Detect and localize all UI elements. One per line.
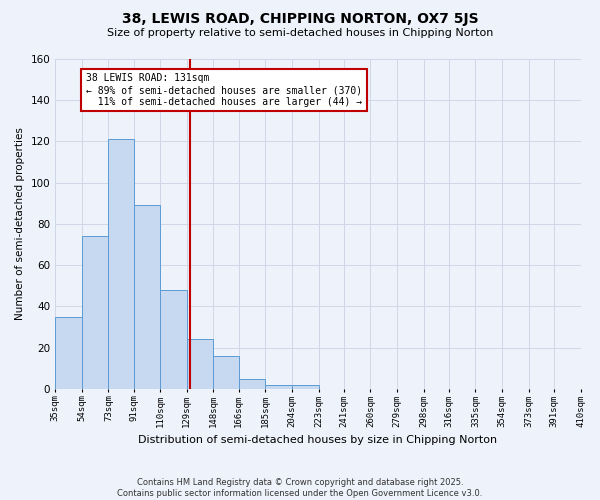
Text: Contains HM Land Registry data © Crown copyright and database right 2025.
Contai: Contains HM Land Registry data © Crown c… bbox=[118, 478, 482, 498]
Text: 38, LEWIS ROAD, CHIPPING NORTON, OX7 5JS: 38, LEWIS ROAD, CHIPPING NORTON, OX7 5JS bbox=[122, 12, 478, 26]
Bar bbox=[292, 384, 319, 389]
Bar bbox=[160, 290, 187, 389]
Y-axis label: Number of semi-detached properties: Number of semi-detached properties bbox=[15, 128, 25, 320]
Bar bbox=[55, 316, 82, 389]
Bar bbox=[214, 356, 239, 389]
Text: Size of property relative to semi-detached houses in Chipping Norton: Size of property relative to semi-detach… bbox=[107, 28, 493, 38]
Bar bbox=[265, 384, 292, 389]
Bar bbox=[82, 236, 109, 389]
Bar bbox=[109, 140, 134, 389]
X-axis label: Distribution of semi-detached houses by size in Chipping Norton: Distribution of semi-detached houses by … bbox=[138, 435, 497, 445]
Bar bbox=[239, 378, 265, 389]
Bar bbox=[581, 387, 600, 389]
Bar bbox=[187, 340, 214, 389]
Bar bbox=[134, 206, 160, 389]
Text: 38 LEWIS ROAD: 131sqm
← 89% of semi-detached houses are smaller (370)
  11% of s: 38 LEWIS ROAD: 131sqm ← 89% of semi-deta… bbox=[86, 74, 362, 106]
